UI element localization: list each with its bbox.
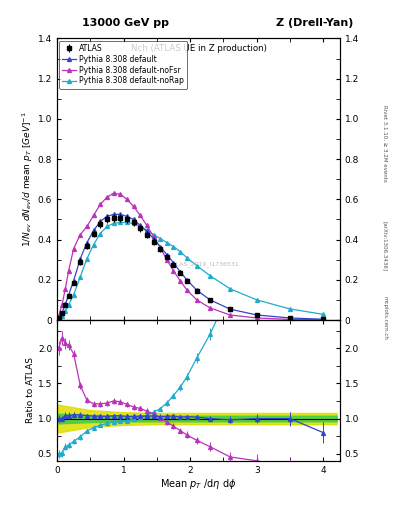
Text: mcplots.cern.ch: mcplots.cern.ch bbox=[383, 295, 387, 339]
X-axis label: Mean $p_T$ /d$\eta$ d$\phi$: Mean $p_T$ /d$\eta$ d$\phi$ bbox=[160, 477, 237, 492]
Text: [arXiv:1306.3436]: [arXiv:1306.3436] bbox=[383, 221, 387, 271]
Legend: ATLAS, Pythia 8.308 default, Pythia 8.308 default-noFsr, Pythia 8.308 default-no: ATLAS, Pythia 8.308 default, Pythia 8.30… bbox=[59, 40, 187, 89]
Y-axis label: $1/N_{ev}$ $dN_{ev}/d$ mean $p_T$ $[GeV]^{-1}$: $1/N_{ev}$ $dN_{ev}/d$ mean $p_T$ $[GeV]… bbox=[20, 111, 35, 247]
Text: ATLAS_2019_I1736531: ATLAS_2019_I1736531 bbox=[169, 261, 239, 267]
Text: 13000 GeV pp: 13000 GeV pp bbox=[82, 18, 169, 28]
Y-axis label: Ratio to ATLAS: Ratio to ATLAS bbox=[26, 357, 35, 423]
Text: Rivet 3.1.10, ≥ 3.2M events: Rivet 3.1.10, ≥ 3.2M events bbox=[383, 105, 387, 182]
Text: Nch (ATLAS UE in Z production): Nch (ATLAS UE in Z production) bbox=[130, 44, 266, 53]
Text: Z (Drell-Yan): Z (Drell-Yan) bbox=[276, 18, 353, 28]
